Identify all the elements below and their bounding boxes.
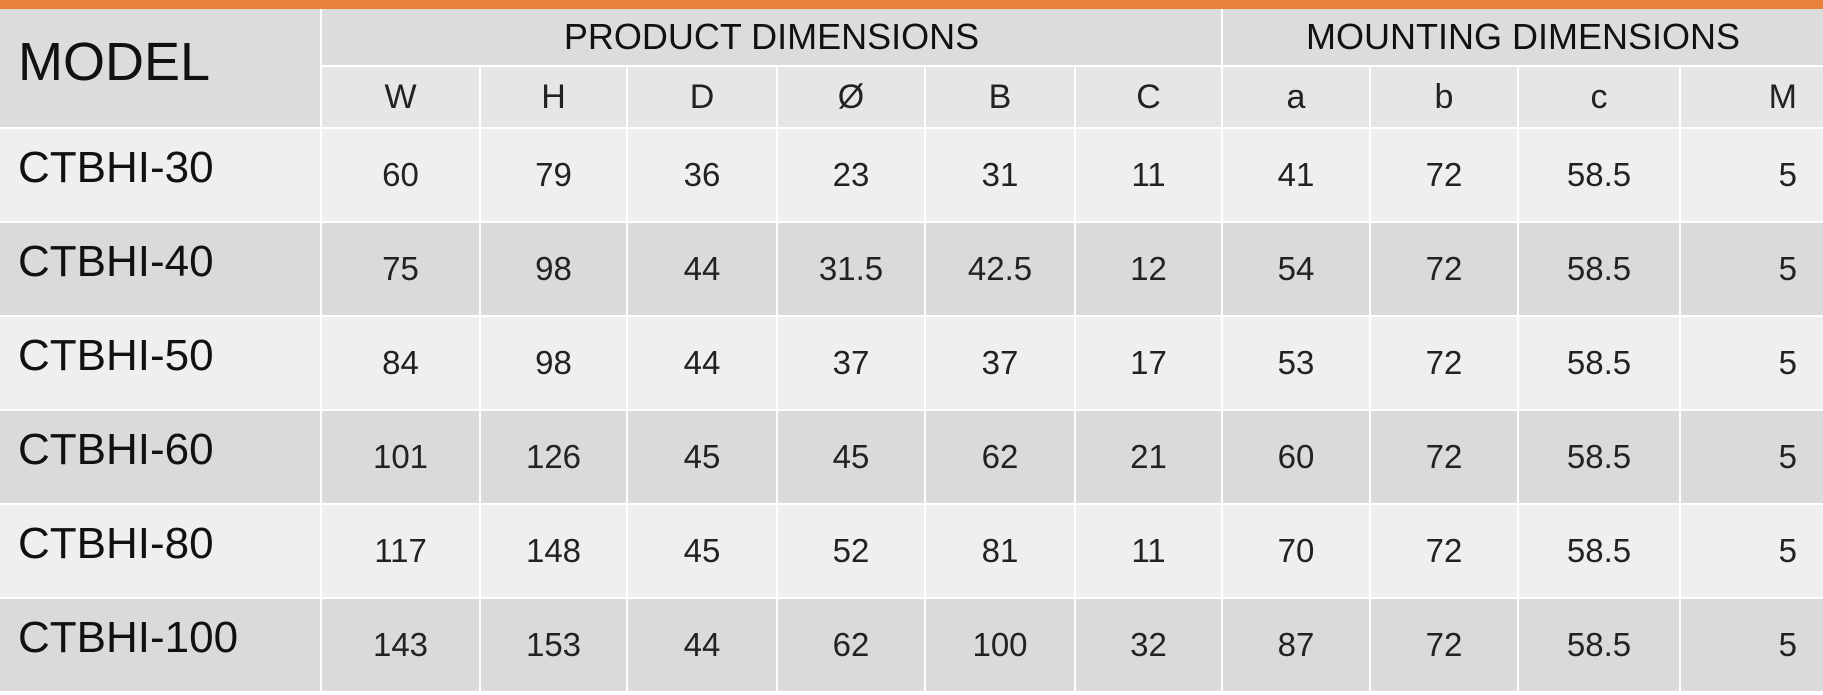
column-header: b — [1371, 67, 1517, 127]
value-cell: 100 — [926, 599, 1074, 691]
value-cell: 62 — [778, 599, 924, 691]
value-cell: 45 — [778, 411, 924, 503]
value-cell: 44 — [628, 317, 776, 409]
value-cell: 5 — [1681, 411, 1823, 503]
value-cell: 87 — [1223, 599, 1369, 691]
column-header: D — [628, 67, 776, 127]
column-header: H — [481, 67, 626, 127]
value-cell: 54 — [1223, 223, 1369, 315]
model-cell: CTBHI-40 — [0, 223, 320, 315]
value-cell: 72 — [1371, 129, 1517, 221]
column-header: W — [322, 67, 479, 127]
value-cell: 58.5 — [1519, 505, 1679, 597]
value-cell: 12 — [1076, 223, 1221, 315]
value-cell: 5 — [1681, 599, 1823, 691]
value-cell: 11 — [1076, 129, 1221, 221]
value-cell: 41 — [1223, 129, 1369, 221]
group-header: MOUNTING DIMENSIONS — [1223, 9, 1823, 65]
value-cell: 45 — [628, 411, 776, 503]
column-header: c — [1519, 67, 1679, 127]
value-cell: 72 — [1371, 599, 1517, 691]
model-cell: CTBHI-50 — [0, 317, 320, 409]
value-cell: 5 — [1681, 505, 1823, 597]
value-cell: 44 — [628, 223, 776, 315]
value-cell: 72 — [1371, 317, 1517, 409]
value-cell: 52 — [778, 505, 924, 597]
column-header: C — [1076, 67, 1221, 127]
model-header: MODEL — [0, 9, 320, 127]
value-cell: 31.5 — [778, 223, 924, 315]
value-cell: 37 — [926, 317, 1074, 409]
value-cell: 42.5 — [926, 223, 1074, 315]
group-header: PRODUCT DIMENSIONS — [322, 9, 1221, 65]
column-header: M — [1681, 67, 1823, 127]
value-cell: 60 — [1223, 411, 1369, 503]
value-cell: 72 — [1371, 411, 1517, 503]
value-cell: 70 — [1223, 505, 1369, 597]
value-cell: 44 — [628, 599, 776, 691]
value-cell: 98 — [481, 223, 626, 315]
value-cell: 148 — [481, 505, 626, 597]
value-cell: 5 — [1681, 129, 1823, 221]
value-cell: 17 — [1076, 317, 1221, 409]
value-cell: 84 — [322, 317, 479, 409]
value-cell: 62 — [926, 411, 1074, 503]
value-cell: 126 — [481, 411, 626, 503]
value-cell: 5 — [1681, 223, 1823, 315]
column-header: Ø — [778, 67, 924, 127]
value-cell: 72 — [1371, 505, 1517, 597]
value-cell: 53 — [1223, 317, 1369, 409]
column-header: B — [926, 67, 1074, 127]
value-cell: 75 — [322, 223, 479, 315]
value-cell: 58.5 — [1519, 599, 1679, 691]
value-cell: 11 — [1076, 505, 1221, 597]
value-cell: 72 — [1371, 223, 1517, 315]
model-cell: CTBHI-30 — [0, 129, 320, 221]
value-cell: 58.5 — [1519, 317, 1679, 409]
value-cell: 143 — [322, 599, 479, 691]
value-cell: 31 — [926, 129, 1074, 221]
value-cell: 58.5 — [1519, 129, 1679, 221]
value-cell: 98 — [481, 317, 626, 409]
value-cell: 60 — [322, 129, 479, 221]
value-cell: 32 — [1076, 599, 1221, 691]
model-cell: CTBHI-60 — [0, 411, 320, 503]
model-cell: CTBHI-80 — [0, 505, 320, 597]
value-cell: 45 — [628, 505, 776, 597]
model-cell: CTBHI-100 — [0, 599, 320, 691]
top-accent-bar — [0, 0, 1823, 9]
value-cell: 36 — [628, 129, 776, 221]
dimensions-table: MODEL PRODUCT DIMENSIONS MOUNTING DIMENS… — [0, 9, 1823, 691]
value-cell: 37 — [778, 317, 924, 409]
value-cell: 153 — [481, 599, 626, 691]
value-cell: 5 — [1681, 317, 1823, 409]
value-cell: 23 — [778, 129, 924, 221]
value-cell: 101 — [322, 411, 479, 503]
value-cell: 81 — [926, 505, 1074, 597]
value-cell: 58.5 — [1519, 411, 1679, 503]
value-cell: 117 — [322, 505, 479, 597]
value-cell: 21 — [1076, 411, 1221, 503]
value-cell: 58.5 — [1519, 223, 1679, 315]
value-cell: 79 — [481, 129, 626, 221]
column-header: a — [1223, 67, 1369, 127]
